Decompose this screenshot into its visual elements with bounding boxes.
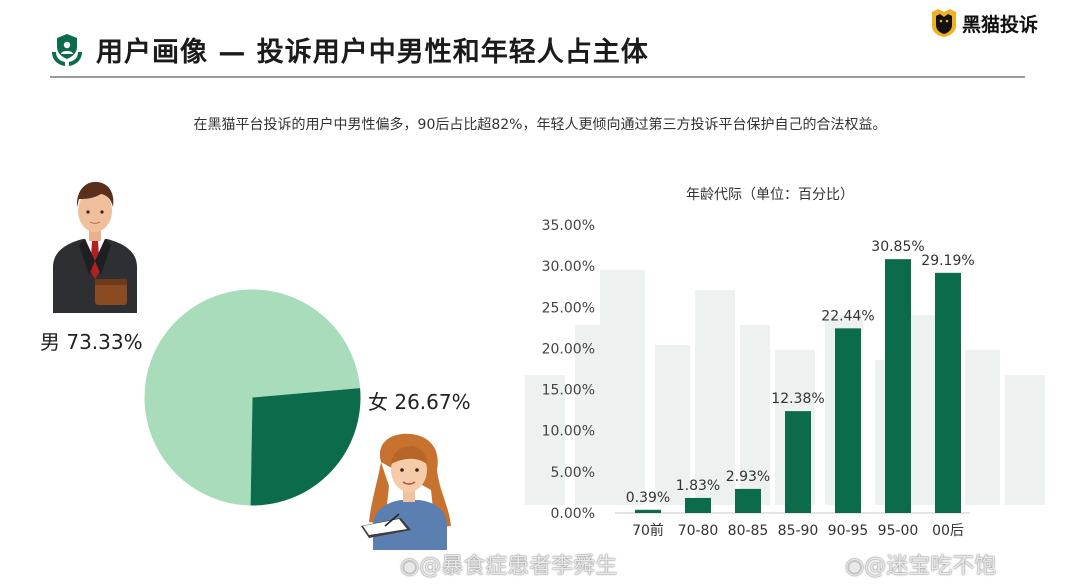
- bar-80-85: [735, 488, 761, 513]
- bar-95-00: [885, 259, 911, 513]
- pie-slice-male: [144, 289, 361, 506]
- chart-title: 年龄代际（单位：百分比）: [686, 187, 854, 203]
- title-divider: [50, 76, 1025, 78]
- bar-value-label: 1.83%: [676, 478, 720, 494]
- weibo-watermark-2: ◉@迷宝吃不饱: [845, 554, 997, 579]
- gender-pie-chart: [144, 289, 361, 506]
- x-tick-label: 70-80: [678, 523, 719, 539]
- bar-value-label: 0.39%: [626, 490, 670, 506]
- x-tick-label: 95-00: [878, 523, 919, 539]
- weibo-icon: ◉: [845, 554, 865, 579]
- pie-slice-female: [250, 388, 361, 506]
- y-tick-label: 25.00%: [542, 300, 595, 316]
- bar-70-80: [685, 497, 711, 513]
- y-tick-label: 30.00%: [542, 259, 595, 275]
- male-percentage-label: 男 73.33%: [40, 330, 143, 354]
- weibo-icon: ◉: [400, 554, 420, 579]
- x-tick-label: 70前: [632, 522, 664, 539]
- x-tick-label: 00后: [932, 523, 964, 539]
- bar-00后: [935, 272, 961, 513]
- bar-value-label: 2.93%: [726, 469, 770, 485]
- weibo-watermark-1: ◉@暴食症患者李舜生: [400, 554, 618, 579]
- bar-value-label: 29.19%: [921, 253, 974, 269]
- male-user-illustration: [53, 181, 137, 313]
- black-cat-logo-icon: [932, 9, 956, 37]
- bar-70前: [635, 509, 661, 513]
- bar-value-label: 30.85%: [871, 239, 924, 255]
- page-title: 用户画像 — 投诉用户中男性和年轻人占主体: [96, 37, 649, 68]
- city-skyline-background: [525, 270, 1045, 505]
- female-user-illustration: [361, 433, 451, 550]
- logo-text: 黑猫投诉: [962, 13, 1039, 36]
- shield-hands-icon: [52, 34, 82, 66]
- y-tick-label: 15.00%: [542, 383, 595, 399]
- x-tick-label: 85-90: [778, 523, 819, 539]
- bar-85-90: [785, 411, 811, 513]
- y-tick-label: 20.00%: [542, 341, 595, 357]
- bar-value-label: 22.44%: [821, 308, 874, 324]
- summary-text: 在黑猫平台投诉的用户中男性偏多，90后占比超82%，年轻人更倾向通过第三方投诉平…: [193, 117, 887, 133]
- x-tick-label: 80-85: [728, 523, 769, 539]
- age-bar-chart: 年龄代际（单位：百分比） 0.39% 70前 1.83% 70-80 2.93% 80-8…: [525, 187, 1045, 539]
- bar-90-95: [835, 328, 861, 513]
- y-tick-label: 0.00%: [551, 506, 595, 522]
- female-percentage-label: 女 26.67%: [368, 390, 471, 414]
- bar-series: 0.39% 70前 1.83% 70-80 2.93% 80-85 12.38% 85-90 2…: [626, 239, 975, 539]
- x-tick-label: 90-95: [828, 523, 869, 539]
- brand-logo: 黑猫投诉: [930, 8, 1038, 38]
- y-tick-label: 35.00%: [542, 218, 595, 234]
- bar-value-label: 12.38%: [771, 391, 824, 407]
- y-tick-label: 5.00%: [551, 465, 595, 481]
- y-tick-label: 10.00%: [542, 424, 595, 440]
